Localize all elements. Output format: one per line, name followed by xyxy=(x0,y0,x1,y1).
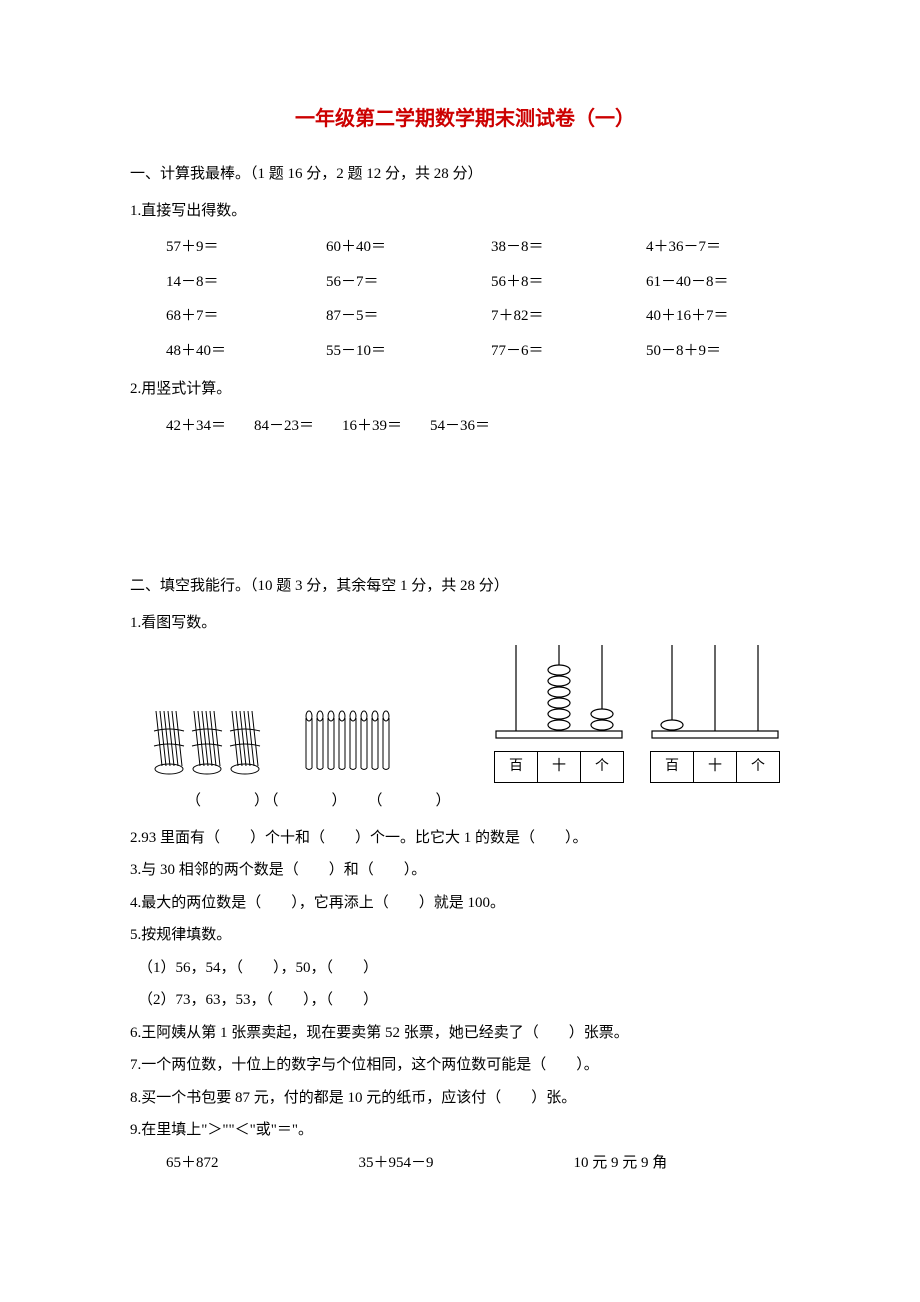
calc-cell: 57＋9＝ xyxy=(166,233,326,262)
calc-cell: 48＋40＝ xyxy=(166,337,326,366)
q2-4: 4.最大的两位数是（ ），它再添上（ ）就是 100。 xyxy=(130,889,800,918)
abacus-label: 个 xyxy=(581,752,623,783)
abacus-label: 百 xyxy=(495,752,538,783)
q2-3: 3.与 30 相邻的两个数是（ ）和（ ）。 xyxy=(130,856,800,885)
q2-6: 6.王阿姨从第 1 张票卖起，现在要卖第 52 张票，她已经卖了（ ）张票。 xyxy=(130,1019,800,1048)
abacus-label: 十 xyxy=(694,752,737,783)
sticks-bundles-icon xyxy=(146,703,276,783)
calc-cell: 87－5＝ xyxy=(326,302,491,331)
calc-cell: 55－10＝ xyxy=(326,337,491,366)
calc-cell: 4＋36－7＝ xyxy=(646,233,816,262)
vert-item: 42＋34＝ xyxy=(166,412,226,441)
vert-item: 84－23＝ xyxy=(254,412,314,441)
q1-1-label: 1.直接写出得数。 xyxy=(130,197,800,226)
q2-2: 2.93 里面有（ ）个十和（ ）个一。比它大 1 的数是（ ）。 xyxy=(130,824,800,853)
q2-7: 7.一个两位数，十位上的数字与个位相同，这个两位数可能是（ ）。 xyxy=(130,1051,800,1080)
calc-cell: 14－8＝ xyxy=(166,268,326,297)
section1-heading: 一、计算我最棒。（1 题 16 分，2 题 12 分，共 28 分） xyxy=(130,160,800,189)
q2-5-label: 5.按规律填数。 xyxy=(130,921,800,950)
answer-blanks: （ ）（ ） （ ） xyxy=(186,787,800,816)
calc-grid: 57＋9＝ 60＋40＝ 38－8＝ 4＋36－7＝ 14－8＝ 56－7＝ 5… xyxy=(166,233,800,365)
calc-cell: 56－7＝ xyxy=(326,268,491,297)
calc-cell: 38－8＝ xyxy=(491,233,646,262)
calc-cell: 56＋8＝ xyxy=(491,268,646,297)
abacus-label: 个 xyxy=(737,752,779,783)
calc-cell: 68＋7＝ xyxy=(166,302,326,331)
section2-heading: 二、填空我能行。（10 题 3 分，其余每空 1 分，共 28 分） xyxy=(130,572,800,601)
vert-item: 54－36＝ xyxy=(430,412,490,441)
q2-1-label: 1.看图写数。 xyxy=(130,609,800,638)
page-title: 一年级第二学期数学期末测试卷（一） xyxy=(130,100,800,138)
q9-item: 65＋872 xyxy=(166,1149,219,1178)
q2-5-2: （2）73，63，53，（ ），（ ） xyxy=(138,986,800,1015)
q2-9-label: 9.在里填上"＞""＜"或"＝"。 xyxy=(130,1116,800,1145)
vertical-row: 42＋34＝ 84－23＝ 16＋39＝ 54－36＝ xyxy=(166,412,800,441)
calc-cell: 61－40－8＝ xyxy=(646,268,816,297)
calc-cell: 77－6＝ xyxy=(491,337,646,366)
calc-cell: 40＋16＋7＝ xyxy=(646,302,816,331)
abacus-2: 百 十 个 xyxy=(650,645,780,783)
abacus-label: 百 xyxy=(651,752,694,783)
abacus-label: 十 xyxy=(538,752,581,783)
calc-cell: 7＋82＝ xyxy=(491,302,646,331)
abacus-1: 百 十 个 xyxy=(494,645,624,783)
q9-item: 10 元 9 元 9 角 xyxy=(574,1149,668,1178)
calc-cell: 50－8＋9＝ xyxy=(646,337,816,366)
q1-2-label: 2.用竖式计算。 xyxy=(130,375,800,404)
q2-9-row: 65＋872 35＋954－9 10 元 9 元 9 角 xyxy=(166,1149,800,1178)
q2-8: 8.买一个书包要 87 元，付的都是 10 元的纸币，应该付（ ）张。 xyxy=(130,1084,800,1113)
figure-row: 百 十 个 百 十 个 xyxy=(146,645,800,783)
vert-item: 16＋39＝ xyxy=(342,412,402,441)
loose-sticks-icon xyxy=(302,703,402,783)
calc-cell: 60＋40＝ xyxy=(326,233,491,262)
q9-item: 35＋954－9 xyxy=(359,1149,434,1178)
q2-5-1: （1）56，54，（ ），50，（ ） xyxy=(138,954,800,983)
